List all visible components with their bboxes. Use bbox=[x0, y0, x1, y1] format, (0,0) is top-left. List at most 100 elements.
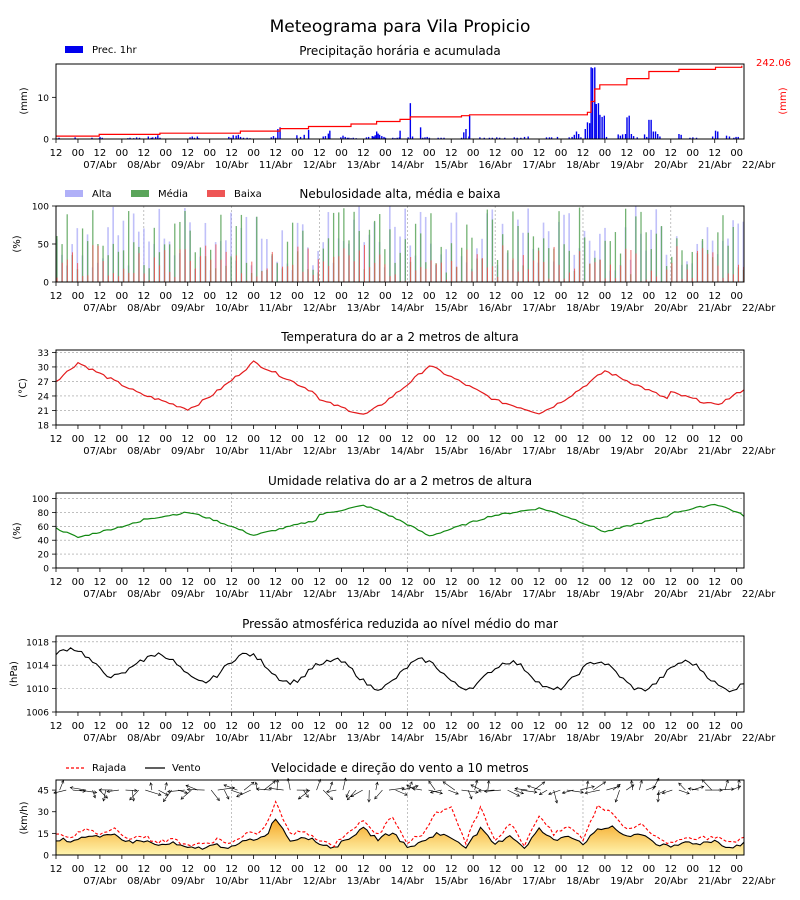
x-hour-label: 00 bbox=[335, 864, 348, 875]
x-hour-label: 00 bbox=[599, 721, 612, 732]
x-hour-label: 12 bbox=[577, 148, 590, 159]
x-date-label: 15/Abr bbox=[435, 589, 469, 600]
x-hour-label: 12 bbox=[225, 148, 238, 159]
precip-bar bbox=[422, 137, 424, 139]
cloud-low-bar bbox=[92, 245, 94, 282]
x-date-label: 08/Abr bbox=[127, 589, 161, 600]
cloud-low-bar bbox=[210, 259, 212, 282]
wind-arrow-head bbox=[439, 791, 443, 795]
wind-arrow-head bbox=[415, 784, 419, 789]
humidity-ylabel: (%) bbox=[12, 522, 23, 539]
precip-bar bbox=[58, 137, 60, 139]
wind-arrow-head bbox=[554, 800, 559, 804]
x-hour-label: 12 bbox=[621, 434, 634, 445]
wind-arrow-head bbox=[591, 785, 595, 789]
x-hour-label: 12 bbox=[489, 291, 502, 302]
x-hour-label: 00 bbox=[599, 577, 612, 588]
cloud-low-bar bbox=[292, 264, 294, 282]
x-hour-label: 00 bbox=[247, 721, 260, 732]
wind-area bbox=[56, 819, 744, 855]
x-date-label: 13/Abr bbox=[347, 303, 381, 314]
x-date-label: 11/Abr bbox=[259, 446, 293, 457]
y-tick-label: 0 bbox=[43, 136, 49, 146]
x-date-label: 18/Abr bbox=[566, 876, 600, 887]
cloud-mid-bar bbox=[184, 211, 186, 282]
x-date-label: 21/Abr bbox=[698, 446, 732, 457]
cloud-low-bar bbox=[138, 253, 140, 282]
cloud-mid-bar bbox=[414, 223, 417, 282]
cloud-low-bar bbox=[686, 269, 688, 282]
precip-bar bbox=[365, 137, 368, 139]
x-hour-label: 12 bbox=[708, 434, 721, 445]
x-hour-label: 00 bbox=[72, 434, 85, 445]
x-hour-label: 12 bbox=[664, 291, 677, 302]
x-hour-label: 12 bbox=[313, 864, 326, 875]
wind-direction-arrow bbox=[527, 785, 541, 791]
x-date-label: 16/Abr bbox=[478, 160, 512, 171]
precip-bar bbox=[342, 135, 344, 139]
wind-direction-arrow bbox=[474, 780, 478, 791]
wind-direction-arrow bbox=[256, 788, 271, 791]
x-date-label: 16/Abr bbox=[478, 446, 512, 457]
x-hour-label: 12 bbox=[357, 577, 370, 588]
y-tick-label: 1010 bbox=[26, 685, 49, 695]
cloud-high-bar bbox=[568, 213, 570, 282]
precip-bar bbox=[138, 137, 141, 139]
wind-direction-arrow bbox=[150, 782, 153, 791]
x-hour-label: 12 bbox=[577, 291, 590, 302]
x-hour-label: 00 bbox=[599, 864, 612, 875]
cloud-mid-bar bbox=[107, 255, 109, 282]
y-tick-label: 1006 bbox=[26, 709, 49, 719]
cloud-legend-mid-swatch bbox=[131, 190, 149, 197]
cloud-mid-bar bbox=[399, 252, 401, 282]
y-tick-label: 0 bbox=[43, 852, 49, 862]
cloud-low-bar bbox=[502, 245, 504, 282]
wind-arrow-head bbox=[656, 791, 661, 795]
x-hour-label: 12 bbox=[533, 864, 546, 875]
x-date-label: 11/Abr bbox=[259, 589, 293, 600]
x-hour-label: 12 bbox=[137, 434, 150, 445]
wind-direction-arrow bbox=[461, 789, 479, 793]
cloud-low-bar bbox=[604, 278, 606, 282]
x-hour-label: 00 bbox=[291, 577, 304, 588]
precip-bar bbox=[463, 132, 465, 139]
cloud-low-bar bbox=[492, 266, 494, 282]
x-hour-label: 00 bbox=[159, 434, 172, 445]
cloud-mid-bar bbox=[640, 211, 642, 282]
x-hour-label: 12 bbox=[489, 721, 502, 732]
precip-bar bbox=[74, 137, 76, 139]
wind-arrow-head bbox=[630, 780, 634, 784]
x-hour-label: 12 bbox=[708, 291, 721, 302]
wind-direction-arrow bbox=[224, 789, 230, 800]
wind-arrow-head bbox=[231, 786, 236, 790]
precip-bar bbox=[468, 115, 471, 139]
wind-panel: Rajada Vento Velocidade e direção do ven… bbox=[19, 761, 776, 887]
cloud-mid-bar bbox=[169, 244, 171, 282]
precip-bar bbox=[235, 135, 237, 139]
wind-arrow-head bbox=[470, 784, 474, 788]
x-hour-label: 12 bbox=[181, 864, 194, 875]
x-hour-label: 12 bbox=[357, 434, 370, 445]
cloud-low-bar bbox=[568, 272, 570, 282]
cloud-mid-bar bbox=[302, 230, 304, 282]
precip-bar bbox=[737, 136, 739, 139]
x-hour-label: 00 bbox=[555, 721, 568, 732]
precip-bar bbox=[378, 134, 381, 139]
cloud-low-bar bbox=[302, 271, 304, 282]
cloud-low-bar bbox=[589, 263, 591, 282]
wind-arrow-head bbox=[584, 791, 589, 795]
temperature-panel: Temperatura do ar a 2 metros de altura (… bbox=[18, 330, 776, 457]
x-hour-label: 00 bbox=[159, 721, 172, 732]
precip-bar bbox=[659, 136, 661, 139]
x-date-label: 17/Abr bbox=[522, 733, 556, 744]
wind-arrow-head bbox=[157, 792, 162, 796]
wind-direction-arrow bbox=[487, 780, 490, 791]
wind-arrow-head bbox=[223, 784, 227, 788]
cloud-mid-bar bbox=[491, 219, 494, 282]
wind-direction-arrow bbox=[724, 780, 729, 791]
precip-bar bbox=[159, 137, 161, 139]
x-hour-label: 12 bbox=[533, 577, 546, 588]
precip-bar bbox=[377, 133, 379, 139]
x-hour-label: 12 bbox=[401, 577, 414, 588]
precip-bar bbox=[228, 136, 230, 139]
